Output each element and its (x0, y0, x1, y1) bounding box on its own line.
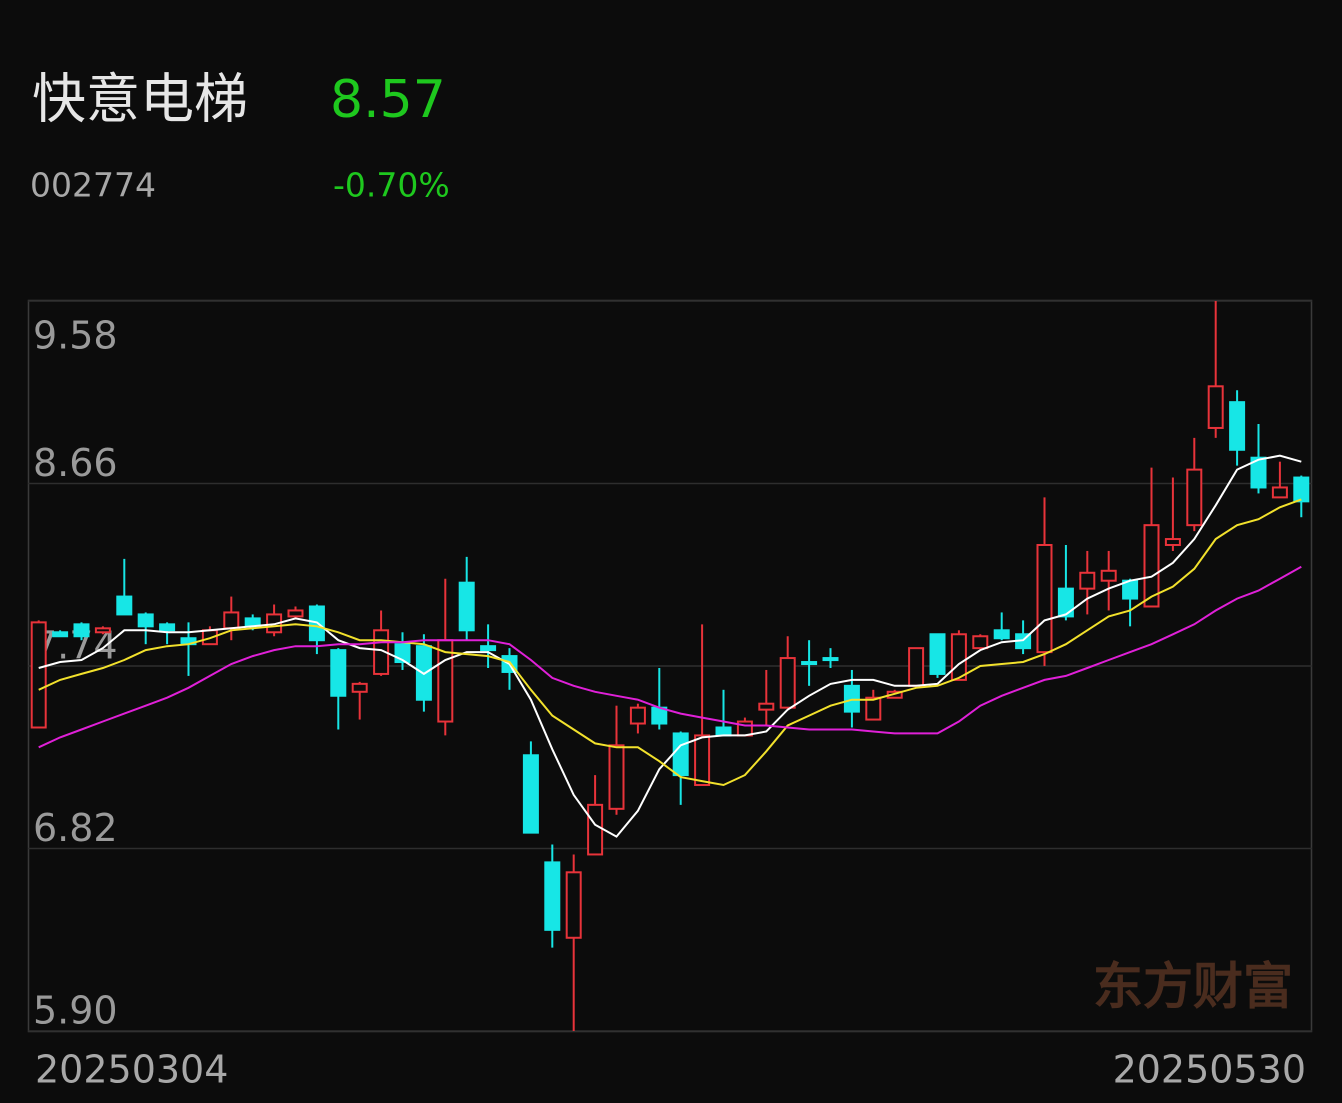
y-tick-label: 6.82 (33, 806, 118, 850)
moving-average-line (38, 565, 1302, 749)
candle-body (587, 803, 604, 856)
candle-body (1293, 476, 1310, 503)
candle-body (137, 613, 154, 628)
candle-body (908, 647, 925, 687)
candle-body (779, 657, 796, 709)
candle-body (801, 661, 818, 666)
stock-name: 快意电梯 (32, 68, 248, 131)
candle-body (629, 706, 646, 725)
candle-body (972, 635, 989, 650)
y-tick-label: 9.58 (33, 314, 118, 358)
candle-body (287, 609, 304, 618)
candle-body (950, 633, 967, 681)
candle-body (159, 623, 176, 632)
candle-body (1271, 486, 1288, 499)
candle-body (458, 581, 475, 632)
candle-body (672, 732, 689, 777)
candle-body (330, 649, 347, 697)
candle-body (544, 861, 561, 931)
candle-body (1207, 385, 1224, 429)
candle-body (565, 871, 582, 939)
moving-average-line (38, 498, 1302, 787)
candle-body (1100, 569, 1117, 582)
candle-body (865, 696, 882, 721)
candle-body (822, 657, 839, 662)
candle-body (1143, 524, 1160, 608)
candle-body (94, 627, 111, 634)
candle-body (1186, 468, 1203, 527)
candle-body (608, 744, 625, 810)
candle-body (993, 629, 1010, 640)
candle-body (694, 734, 711, 787)
candle-body (522, 754, 539, 834)
candle-body (1036, 543, 1053, 654)
candle-body (758, 702, 775, 711)
candle-body (929, 633, 946, 675)
stock-price: 8.57 (330, 70, 446, 130)
watermark: 东方财富 (1093, 958, 1293, 1016)
candle-body (480, 645, 497, 652)
x-tick-label: 20250304 (35, 1048, 228, 1092)
candle-body (1057, 587, 1074, 618)
candle-body (1079, 571, 1096, 590)
candle-body (73, 623, 90, 638)
stock-code: 002774 (30, 166, 156, 205)
moving-average-line (38, 454, 1302, 838)
candle-body (1250, 456, 1267, 489)
y-tick-label: 5.90 (33, 989, 118, 1033)
candle-body (30, 621, 47, 729)
candle-body (223, 611, 240, 630)
x-tick-label: 20250530 (1113, 1048, 1306, 1092)
candle-body (1229, 401, 1246, 451)
price-change: -0.70% (333, 166, 450, 205)
candle-body (52, 631, 69, 638)
candle-body (1164, 538, 1181, 546)
candle-body (715, 726, 732, 737)
candle-body (116, 595, 133, 616)
candle-body (351, 682, 368, 693)
y-tick-label: 8.66 (33, 441, 118, 485)
